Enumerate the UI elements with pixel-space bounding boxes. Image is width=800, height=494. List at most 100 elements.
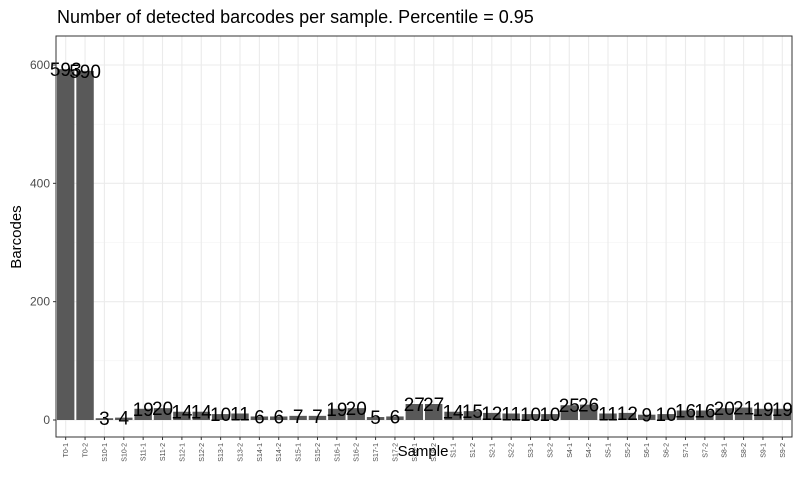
x-axis-title: Sample (398, 443, 449, 460)
bar (95, 418, 114, 420)
x-tick-label: S6-2 (664, 443, 671, 458)
bar (366, 417, 385, 420)
bar (618, 412, 637, 420)
bar (657, 414, 675, 420)
bar (134, 408, 152, 420)
x-axis-ticks: T0-1 T0-2 S10-1 S10-2 S11-1 S11-2 S12-1 S12-2 S1… (63, 437, 787, 462)
data-label: 16 (694, 402, 715, 423)
x-tick-label: S5-1 (606, 443, 613, 458)
data-label: 12 (481, 404, 502, 425)
bar (289, 415, 307, 420)
x-tick-label: S14-1 (257, 443, 264, 462)
data-label: 4 (119, 409, 130, 430)
bar (483, 412, 501, 420)
bar (386, 416, 404, 420)
bar (560, 405, 578, 420)
y-tick-label: 600 (30, 58, 50, 72)
bar (541, 414, 559, 420)
x-tick-label: S10-1 (102, 443, 109, 462)
x-tick-label: S16-2 (354, 443, 361, 462)
x-tick-label: S11-2 (160, 443, 167, 461)
bar (56, 69, 75, 421)
x-tick-label: S7-1 (683, 443, 690, 458)
x-tick-label: S8-1 (722, 443, 729, 458)
data-label: 10 (539, 405, 560, 426)
x-tick-label: S18-2 (431, 443, 438, 462)
x-tick-label: S10-2 (121, 443, 128, 462)
bar (173, 411, 191, 420)
x-tick-label: S16-1 (334, 443, 341, 462)
data-label: 20 (152, 399, 173, 420)
x-tick-label: S12-1 (179, 443, 186, 462)
x-tick-label: T0-2 (83, 443, 90, 458)
x-tick-label: T0-1 (63, 443, 70, 458)
bar (424, 404, 443, 420)
plot-border (55, 35, 793, 438)
x-tick-label: S18-1 (412, 443, 419, 462)
chart-title: Number of detected barcodes per sample. … (57, 7, 534, 27)
bar (115, 417, 133, 420)
bar (328, 408, 346, 420)
bar (579, 404, 598, 420)
bar (599, 413, 617, 420)
bars (56, 69, 792, 421)
data-label: 21 (733, 399, 754, 420)
data-label: 20 (714, 399, 735, 420)
data-label: 16 (675, 402, 696, 423)
plot-panel (55, 35, 793, 438)
data-label: 11 (501, 404, 521, 425)
data-label: 19 (752, 400, 773, 421)
x-tick-label: S15-2 (315, 443, 322, 462)
data-label: 14 (171, 403, 193, 424)
x-tick-label: S13-2 (238, 443, 245, 462)
data-label: 15 (462, 402, 483, 423)
data-label: 6 (273, 407, 284, 428)
bar (76, 70, 94, 421)
bar (715, 408, 733, 420)
data-label: 11 (598, 404, 618, 425)
data-label: 20 (346, 399, 367, 420)
y-axis-ticks: 0 200 400 600 (30, 58, 56, 427)
bar (696, 410, 714, 420)
bar (405, 404, 424, 420)
data-label: 7 (312, 407, 323, 428)
bar (211, 414, 230, 420)
y-tick-label: 200 (30, 295, 50, 309)
x-tick-label: S8-2 (741, 443, 748, 458)
bar (676, 410, 695, 420)
data-label: 10 (520, 405, 541, 426)
x-tick-label: S2-1 (489, 443, 496, 458)
x-tick-label: S1-2 (470, 443, 477, 458)
y-axis-title: Barcodes (8, 205, 25, 268)
x-tick-label: S7-2 (702, 443, 709, 458)
x-tick-label: S17-2 (392, 443, 399, 462)
y-tick-label: 0 (43, 413, 50, 427)
data-label: 3 (99, 409, 110, 430)
x-tick-label: S13-1 (218, 443, 225, 462)
bar (521, 414, 540, 420)
x-tick-label: S9-2 (780, 443, 787, 458)
data-label: 12 (617, 404, 638, 425)
data-label: 7 (293, 407, 304, 428)
x-tick-label: S3-1 (528, 443, 535, 458)
x-tick-label: S17-1 (373, 443, 380, 462)
y-tick-label: 400 (30, 176, 50, 190)
data-label: 14 (191, 403, 213, 424)
data-label: 14 (442, 403, 464, 424)
bar (192, 411, 210, 420)
x-tick-label: S1-1 (451, 443, 458, 458)
data-label: 26 (578, 396, 599, 417)
bar (347, 408, 365, 420)
data-label: 593 (50, 60, 82, 81)
bar (270, 416, 288, 420)
x-tick-label: S14-2 (276, 443, 283, 462)
x-tick-label: S2-2 (509, 443, 516, 458)
bar (773, 408, 792, 420)
data-label: 27 (404, 395, 425, 416)
data-label: 19 (772, 400, 793, 421)
bar (638, 414, 656, 420)
data-label: 6 (390, 407, 401, 428)
bar (308, 415, 327, 420)
